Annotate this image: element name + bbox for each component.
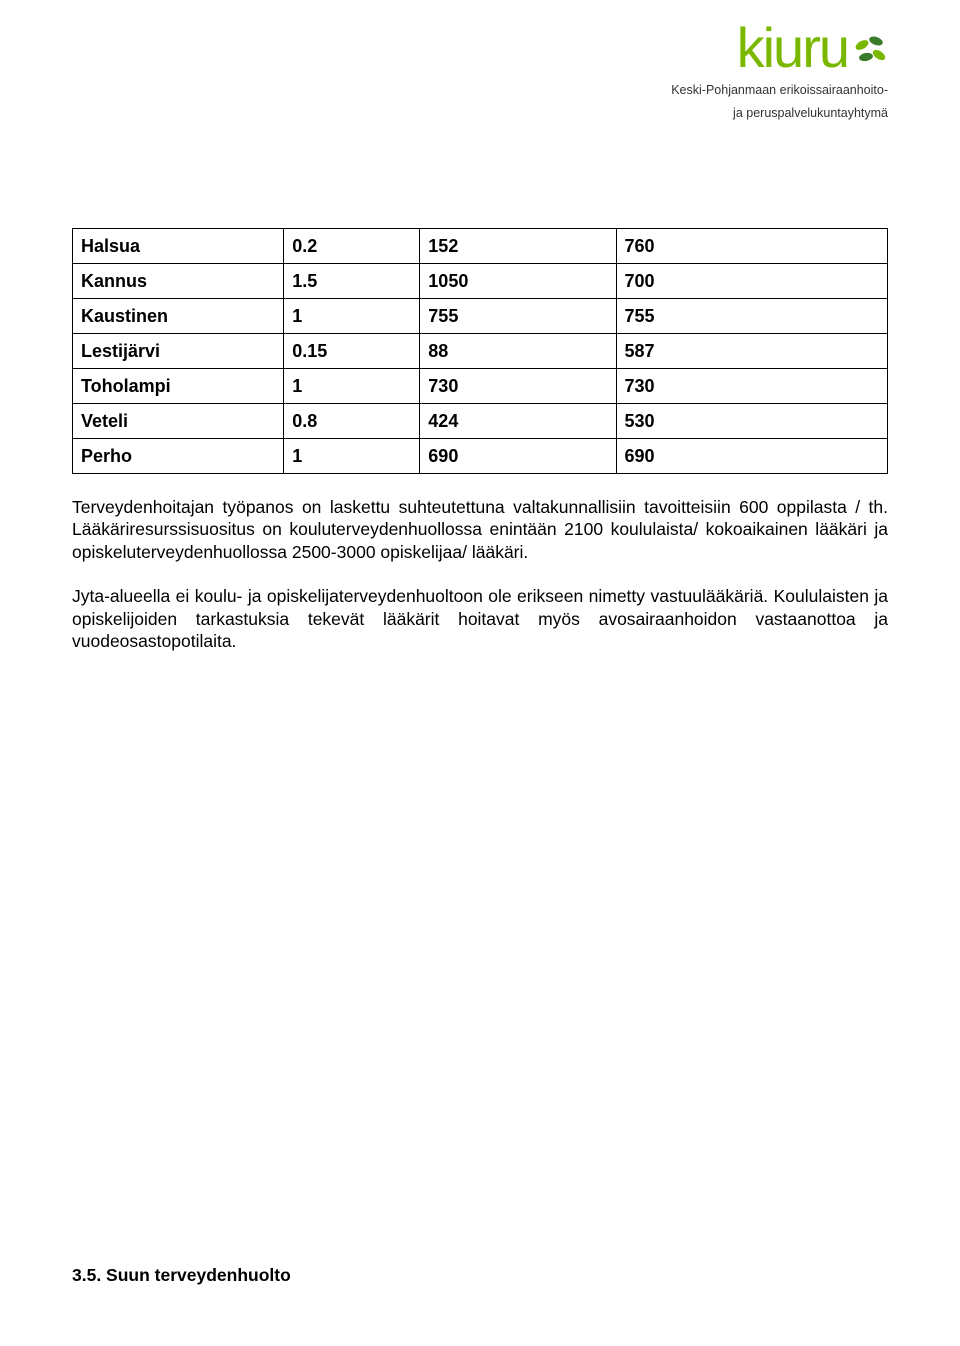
table-cell: Lestijärvi	[73, 334, 284, 369]
table-cell: 0.8	[284, 404, 420, 439]
table-cell: 530	[616, 404, 887, 439]
document-page: kiuru Keski-Pohjanmaan erikoissairaanhoi…	[0, 0, 960, 1346]
table-row: Kannus 1.5 1050 700	[73, 264, 888, 299]
logo-tagline-1: Keski-Pohjanmaan erikoissairaanhoito-	[671, 82, 888, 99]
paragraph-1: Terveydenhoitajan työpanos on laskettu s…	[72, 496, 888, 563]
content-area: Halsua 0.2 152 760 Kannus 1.5 1050 700 K…	[72, 228, 888, 652]
table-cell: 690	[616, 439, 887, 474]
table-cell: 424	[420, 404, 616, 439]
table-row: Kaustinen 1 755 755	[73, 299, 888, 334]
table-cell: 730	[420, 369, 616, 404]
table-cell: 152	[420, 229, 616, 264]
table-cell: 1	[284, 369, 420, 404]
table-cell: 700	[616, 264, 887, 299]
table-row: Veteli 0.8 424 530	[73, 404, 888, 439]
table-cell: 1050	[420, 264, 616, 299]
table-cell: 1	[284, 299, 420, 334]
table-cell: 760	[616, 229, 887, 264]
logo-leaf-icon	[852, 31, 888, 67]
table-cell: Perho	[73, 439, 284, 474]
table-row: Toholampi 1 730 730	[73, 369, 888, 404]
paragraph-2: Jyta-alueella ei koulu- ja opiskelijater…	[72, 585, 888, 652]
table-cell: 0.2	[284, 229, 420, 264]
table-cell: 1.5	[284, 264, 420, 299]
table-cell: 755	[616, 299, 887, 334]
table-body: Halsua 0.2 152 760 Kannus 1.5 1050 700 K…	[73, 229, 888, 474]
table-cell: 730	[616, 369, 887, 404]
table-cell: 1	[284, 439, 420, 474]
table-row: Halsua 0.2 152 760	[73, 229, 888, 264]
section-heading: 3.5. Suun terveydenhuolto	[72, 1265, 291, 1286]
table-cell: Kaustinen	[73, 299, 284, 334]
logo-block: kiuru Keski-Pohjanmaan erikoissairaanhoi…	[671, 20, 888, 122]
table-row: Lestijärvi 0.15 88 587	[73, 334, 888, 369]
table-cell: 587	[616, 334, 887, 369]
logo-tagline-2: ja peruspalvelukuntayhtymä	[671, 105, 888, 122]
table-row: Perho 1 690 690	[73, 439, 888, 474]
logo: kiuru	[671, 20, 888, 76]
table-cell: 755	[420, 299, 616, 334]
table-cell: 88	[420, 334, 616, 369]
logo-text: kiuru	[737, 20, 848, 76]
table-cell: Kannus	[73, 264, 284, 299]
table-cell: Toholampi	[73, 369, 284, 404]
table-cell: Halsua	[73, 229, 284, 264]
table-cell: 690	[420, 439, 616, 474]
municipality-table: Halsua 0.2 152 760 Kannus 1.5 1050 700 K…	[72, 228, 888, 474]
table-cell: Veteli	[73, 404, 284, 439]
table-cell: 0.15	[284, 334, 420, 369]
